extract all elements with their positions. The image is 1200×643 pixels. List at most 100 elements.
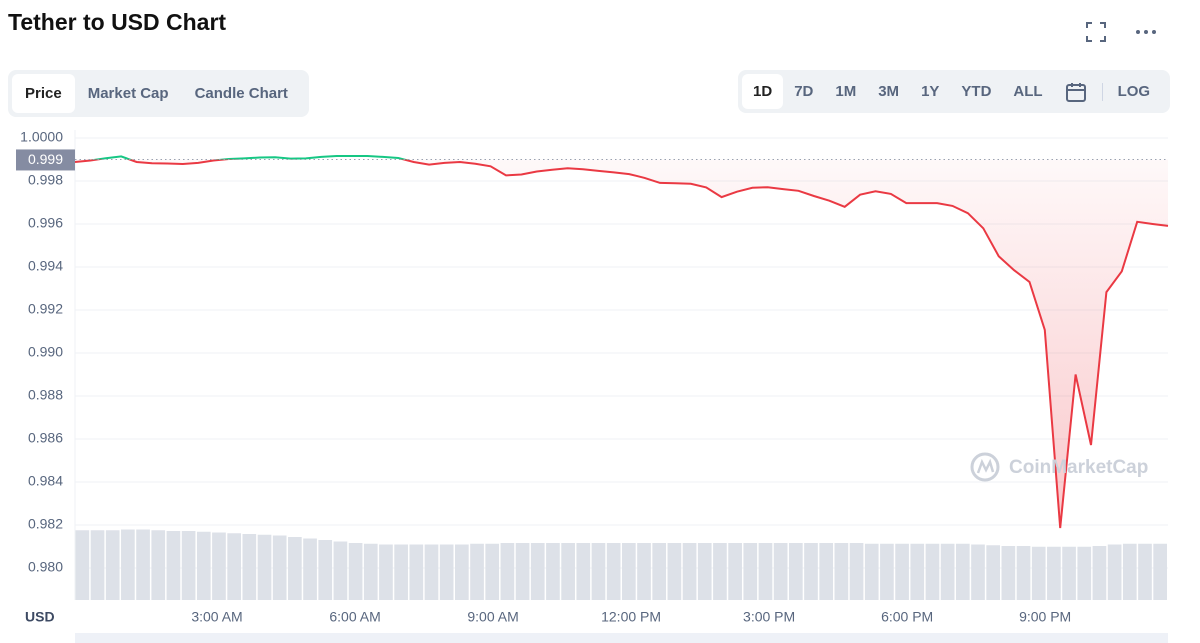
volume-bar	[652, 543, 667, 600]
range-button[interactable]: 7D	[794, 83, 814, 100]
volume-bar	[910, 543, 925, 600]
range-button[interactable]: YTD	[961, 83, 992, 100]
volume-bar	[1138, 543, 1152, 600]
volume-bar	[333, 541, 348, 600]
reference-label: 0.999	[28, 151, 63, 167]
x-tick-label: 3:00 PM	[743, 609, 795, 625]
x-tick-label: 9:00 AM	[467, 609, 518, 625]
volume-bar	[1153, 543, 1167, 600]
volume-bar	[743, 543, 758, 600]
y-tick-label: 0.990	[28, 344, 63, 360]
reference-label-bg	[16, 149, 75, 171]
range-button[interactable]: 1M	[835, 83, 857, 100]
volume-bar	[864, 543, 879, 600]
watermark-logo-mark	[976, 458, 995, 474]
volume-bar	[1001, 546, 1016, 600]
volume-bar	[424, 544, 439, 600]
volume-bar	[940, 543, 955, 600]
calendar-button[interactable]	[1054, 74, 1098, 109]
volume-bar	[758, 543, 773, 600]
volume-bar	[728, 543, 742, 600]
volume-bar	[1016, 546, 1031, 600]
volume-bar	[303, 538, 317, 600]
watermark-logo	[970, 452, 1000, 482]
volume-bar	[986, 545, 1001, 600]
volume-bar	[1107, 544, 1122, 600]
volume-bar	[121, 529, 135, 600]
volume-bar	[834, 543, 849, 600]
x-tick-label: 3:00 AM	[191, 609, 242, 625]
chart-tab[interactable]: Market Cap	[87, 85, 169, 102]
volume-bar	[288, 537, 302, 600]
volume-bar	[1122, 543, 1137, 600]
volume-bar	[485, 543, 500, 600]
volume-bar	[955, 543, 970, 600]
volume-bar	[849, 543, 864, 600]
volume-bar	[318, 540, 333, 600]
volume-bar	[1077, 546, 1092, 600]
volume-bar	[105, 530, 120, 600]
volume-bar	[181, 531, 196, 600]
x-tick-label: 12:00 PM	[601, 609, 661, 625]
more-icon[interactable]	[1133, 20, 1159, 44]
price-area	[75, 159, 1168, 528]
volume-bar	[212, 532, 226, 600]
volume-bar	[90, 530, 105, 600]
chart-tabs: Price Market Cap Candle Chart	[8, 70, 309, 117]
volume-bar	[622, 543, 636, 600]
y-tick-label: 0.992	[28, 301, 63, 317]
price-line-down	[74, 159, 1169, 529]
x-tick-label: 6:00 AM	[329, 609, 380, 625]
range-button[interactable]: 3M	[878, 83, 900, 100]
volume-bar	[530, 543, 545, 600]
volume-bar	[788, 543, 803, 600]
volume-bar	[606, 543, 621, 600]
volume-bar	[363, 543, 378, 600]
y-tick-label: 0.982	[28, 516, 63, 532]
volume-bar	[136, 529, 150, 600]
volume-bar	[804, 543, 818, 600]
price-line-up	[90, 155, 408, 160]
y-tick-label: 0.986	[28, 430, 63, 446]
x-tick-label: 9:00 PM	[1019, 609, 1071, 625]
volume-bar	[409, 544, 424, 600]
volume-bar	[1062, 546, 1076, 600]
range-button[interactable]: 1D	[742, 74, 784, 109]
volume-bar	[227, 533, 241, 600]
volume-bar	[515, 543, 530, 600]
volume-bar	[773, 543, 788, 600]
y-tick-label: 0.988	[28, 387, 63, 403]
volume-bar	[166, 531, 181, 600]
volume-bar	[379, 544, 393, 600]
volume-bar	[75, 530, 90, 600]
volume-bar	[591, 543, 606, 600]
volume-bar	[546, 543, 560, 600]
chart-tab[interactable]: Price	[12, 74, 75, 113]
volume-bar	[272, 535, 287, 600]
volume-bar	[637, 543, 651, 600]
volume-bar	[242, 534, 257, 600]
range-button[interactable]: 1Y	[921, 83, 940, 100]
volume-bar	[713, 543, 727, 600]
range-button[interactable]: ALL	[1013, 83, 1043, 100]
y-tick-label: 0.996	[28, 215, 63, 231]
range-selector: 1D 7D 1M 3M 1Y YTD ALL LOG	[738, 70, 1170, 113]
separator	[1101, 82, 1103, 101]
fullscreen-icon[interactable]	[1084, 20, 1108, 44]
volume-bar	[257, 534, 272, 600]
y-tick-label: 0.994	[28, 258, 63, 274]
volume-bar	[925, 543, 940, 600]
volume-bar	[971, 544, 985, 600]
x-tick-label: 6:00 PM	[881, 609, 933, 625]
volume-bar	[895, 543, 909, 600]
volume-bar	[1031, 546, 1046, 600]
volume-bar	[561, 543, 575, 600]
calendar-icon	[1065, 82, 1086, 102]
volume-bar	[394, 544, 408, 600]
log-button[interactable]: LOG	[1117, 83, 1151, 100]
volume-bar	[500, 543, 515, 600]
volume-bar	[667, 543, 682, 600]
chart-tab[interactable]: Candle Chart	[194, 85, 288, 102]
